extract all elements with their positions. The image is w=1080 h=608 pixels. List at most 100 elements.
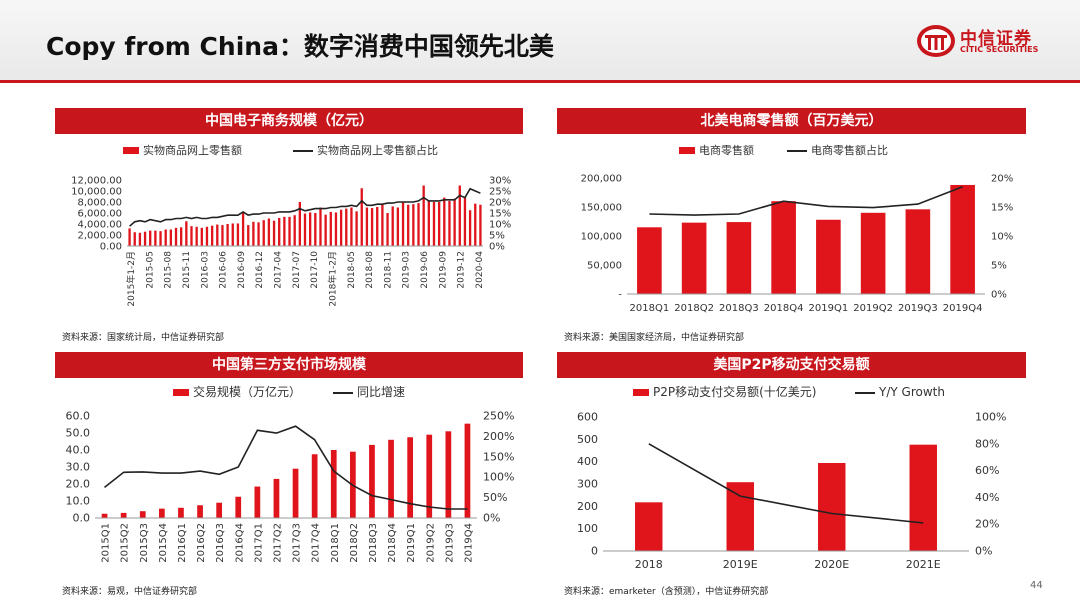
x-tick-label: 2016Q3 (215, 523, 226, 563)
y-tick-label: 20.0 (66, 478, 91, 491)
bar (169, 229, 173, 246)
x-tick-label: 2016Q1 (177, 523, 188, 563)
y-tick-label: 4,000.00 (77, 220, 122, 231)
legend-label: P2P移动支付交易额(十亿美元) (653, 384, 816, 399)
bar (197, 505, 203, 518)
bar (149, 230, 152, 246)
bar (241, 213, 245, 246)
bar (468, 210, 472, 246)
x-tick-label: 2016-06 (219, 251, 229, 289)
bar (293, 215, 296, 246)
y2-tick-label: 200% (483, 430, 514, 443)
bar (445, 431, 452, 518)
bar (159, 231, 162, 246)
chart-na-ecommerce: 电商零售额 电商零售额占比 - 50,000 100,000 150,000 200,000… (581, 143, 1014, 314)
y2-tick-label: 10% (991, 232, 1013, 243)
bar (101, 513, 108, 518)
bar (236, 223, 240, 246)
bar (437, 202, 441, 246)
legend-label: 交易规模（万亿元） (193, 384, 301, 399)
x-tick-label: 2015Q3 (139, 523, 150, 563)
x-tick-label: 2020-04 (475, 251, 485, 289)
bar (308, 212, 312, 246)
bar (448, 200, 451, 246)
bar (273, 478, 280, 518)
bar (422, 185, 425, 246)
panel-2-title: 北美电商零售额（百万美元） (557, 108, 1026, 134)
bar (247, 225, 250, 246)
bar (401, 202, 405, 246)
y-tick-label: 100 (577, 522, 598, 535)
x-tick-label: 2019Q1 (809, 303, 849, 314)
y-tick-label: 200,000 (581, 174, 622, 185)
bar (412, 204, 415, 246)
y2-tick-label: 100% (975, 411, 1006, 424)
bar (726, 222, 752, 294)
x-tick-label: 2019Q3 (898, 303, 938, 314)
bar (909, 444, 937, 551)
y2-tick-label: 0% (975, 545, 992, 558)
bar (216, 224, 219, 246)
x-tick-label: 2018Q2 (674, 303, 714, 314)
bar (426, 434, 433, 518)
bar (311, 454, 318, 518)
panel-3-title: 中国第三方支付市场规模 (55, 352, 523, 378)
x-tick-label: 2018Q1 (330, 523, 341, 563)
y-tick-label: 200 (577, 500, 598, 513)
bar (178, 507, 184, 518)
x-tick-label: 2017-07 (292, 251, 302, 289)
bar (254, 486, 261, 518)
bar (726, 482, 754, 551)
y2-tick-label: 10% (489, 220, 511, 231)
bar (216, 502, 223, 518)
legend-swatch-bar (633, 389, 649, 396)
bar (381, 204, 384, 246)
bar (303, 213, 307, 246)
y2-tick-label: 50% (483, 491, 507, 504)
bar (164, 229, 167, 246)
bar (443, 197, 446, 246)
bar (458, 185, 461, 246)
bar (376, 206, 379, 246)
bar (226, 224, 229, 246)
y-tick-label: 30.0 (66, 461, 91, 474)
bar (221, 225, 224, 246)
x-tick-label: 2018-08 (365, 251, 375, 289)
x-tick-label: 2020E (814, 558, 849, 571)
bar (369, 444, 375, 518)
y-tick-label: 500 (577, 433, 598, 446)
y-tick-label: 10,000.00 (71, 187, 122, 198)
y2-tick-label: 20% (975, 518, 999, 531)
y2-tick-label: 0% (483, 512, 500, 525)
series-line (649, 185, 963, 216)
bar (345, 208, 348, 246)
x-tick-label: 2018Q1 (630, 303, 670, 314)
bar (185, 221, 188, 246)
x-tick-label: 2016-03 (200, 251, 210, 289)
bar (816, 219, 841, 294)
bar (330, 450, 337, 518)
y2-tick-label: 60% (975, 464, 999, 477)
x-tick-label: 2017Q3 (292, 523, 303, 563)
bar (257, 222, 260, 246)
bar (195, 226, 198, 246)
y-tick-label: 50.0 (66, 427, 91, 440)
y-tick-label: 0.00 (100, 242, 122, 253)
bar (205, 226, 209, 246)
bar (453, 198, 456, 246)
panel-1-title: 中国电子商务规模（亿元） (55, 108, 523, 134)
header-bar (0, 0, 1080, 80)
bar (396, 207, 400, 246)
slide-title: Copy from China：数字消费中国领先北美 (46, 32, 554, 61)
bar (479, 204, 482, 246)
bar (252, 221, 255, 246)
y2-tick-label: 250% (483, 410, 514, 423)
y-tick-label: 2,000.00 (77, 231, 122, 242)
bar (262, 220, 265, 246)
panel-1-source: 资料来源：国家统计局，中信证券研究部 (62, 333, 225, 343)
bar (120, 512, 127, 518)
bar (950, 184, 975, 294)
legend-label: 同比增速 (357, 385, 405, 399)
y-tick-label: 0 (591, 545, 598, 558)
bar (283, 216, 286, 246)
